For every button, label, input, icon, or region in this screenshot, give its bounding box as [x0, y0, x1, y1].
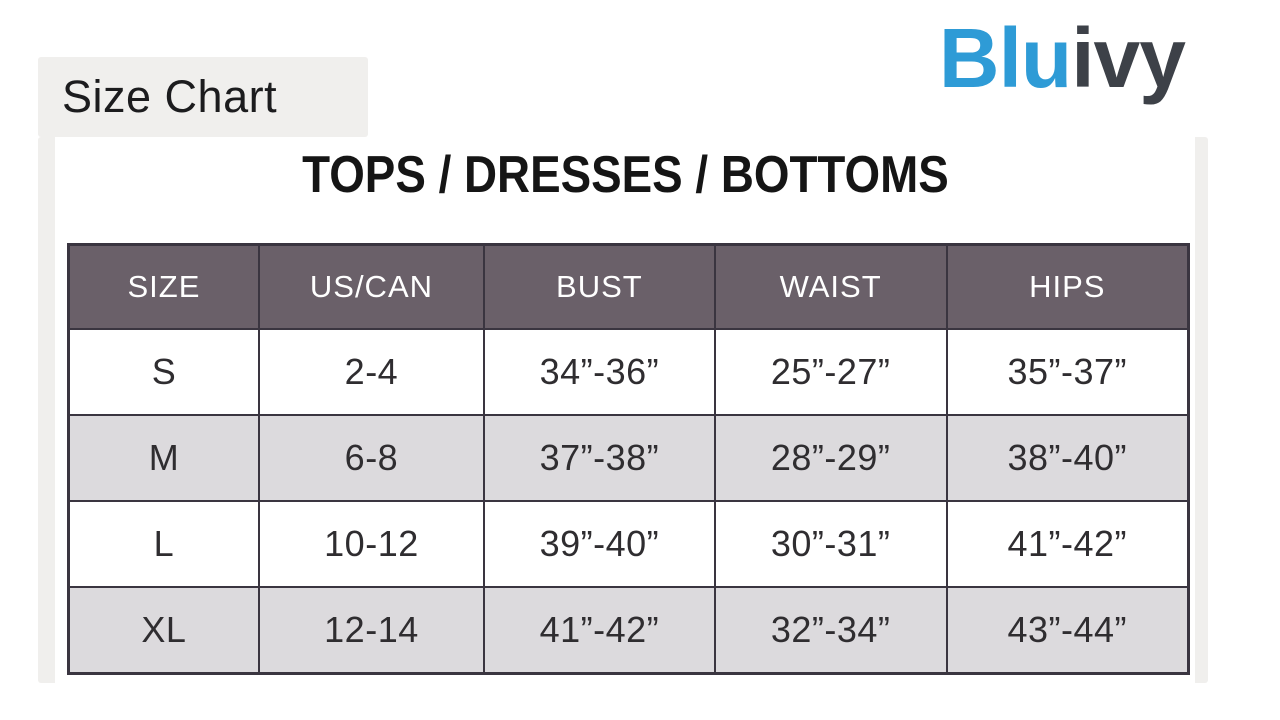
table-cell: M [67, 414, 260, 502]
brand-logo: Bluivy [938, 10, 1186, 107]
table-cell: 43”-44” [945, 586, 1190, 675]
table-cell: 28”-29” [713, 414, 948, 502]
size-chart-image: TOPS / DRESSES / BOTTOMS SIZE US/CAN BUS… [55, 137, 1195, 683]
brand-logo-ivy: ivy [1071, 11, 1186, 105]
table-cell: S [67, 328, 260, 416]
chart-title: TOPS / DRESSES / BOTTOMS [55, 145, 1195, 205]
column-header-waist: WAIST [713, 243, 948, 330]
column-header-size: SIZE [67, 243, 260, 330]
column-header-uscan: US/CAN [257, 243, 486, 330]
table-cell: XL [67, 586, 260, 675]
table-cell: 35”-37” [945, 328, 1190, 416]
table-cell: 38”-40” [945, 414, 1190, 502]
table-cell: L [67, 500, 260, 588]
table-cell: 34”-36” [483, 328, 716, 416]
table-cell: 37”-38” [483, 414, 716, 502]
table-row-m: M 6-8 37”-38” 28”-29” 38”-40” [67, 414, 1190, 502]
table-cell: 12-14 [257, 586, 486, 675]
column-header-hips: HIPS [945, 243, 1190, 330]
table-cell: 41”-42” [945, 500, 1190, 588]
size-chart-panel: TOPS / DRESSES / BOTTOMS SIZE US/CAN BUS… [38, 137, 1208, 683]
table-cell: 32”-34” [713, 586, 948, 675]
brand-logo-blu: Blu [938, 11, 1072, 105]
table-row-xl: XL 12-14 41”-42” 32”-34” 43”-44” [67, 586, 1190, 675]
size-chart-label-text: Size Chart [62, 71, 278, 122]
chart-title-text: TOPS / DRESSES / BOTTOMS [301, 146, 949, 204]
table-row-s: S 2-4 34”-36” 25”-27” 35”-37” [67, 328, 1190, 416]
column-header-bust: BUST [483, 243, 716, 330]
table-cell: 39”-40” [483, 500, 716, 588]
size-table: SIZE US/CAN BUST WAIST HIPS S 2-4 34”-36… [67, 243, 1190, 675]
table-cell: 30”-31” [713, 500, 948, 588]
table-cell: 6-8 [257, 414, 486, 502]
table-header-row: SIZE US/CAN BUST WAIST HIPS [67, 243, 1190, 330]
table-cell: 25”-27” [713, 328, 948, 416]
table-cell: 10-12 [257, 500, 486, 588]
table-cell: 41”-42” [483, 586, 716, 675]
table-row-l: L 10-12 39”-40” 30”-31” 41”-42” [67, 500, 1190, 588]
table-cell: 2-4 [257, 328, 486, 416]
size-chart-label: Size Chart [38, 57, 368, 137]
